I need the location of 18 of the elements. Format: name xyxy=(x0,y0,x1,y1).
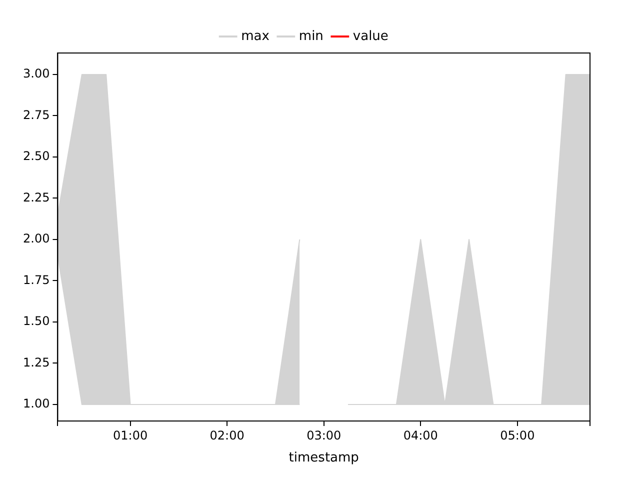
x-axis-title: timestamp xyxy=(288,450,359,466)
legend-label: max xyxy=(241,28,270,44)
y-tick-label: 2.25 xyxy=(23,190,50,204)
legend-label: value xyxy=(352,28,388,44)
y-tick-label: 3.00 xyxy=(23,66,50,81)
y-tick-label: 2.50 xyxy=(23,149,50,164)
y-tick-label: 1.00 xyxy=(23,396,50,411)
legend-label: min xyxy=(298,28,324,44)
y-tick-label: 1.75 xyxy=(23,272,50,287)
x-tick-label: 05:00 xyxy=(500,428,535,442)
y-tick-label: 2.00 xyxy=(23,232,50,246)
x-tick-label: 04:00 xyxy=(403,428,438,442)
y-tick-label: 2.75 xyxy=(23,108,50,122)
x-tick-label: 02:00 xyxy=(210,428,244,442)
y-tick-label: 1.50 xyxy=(23,314,50,328)
x-tick-label: 03:00 xyxy=(306,428,342,442)
y-tick-label: 1.25 xyxy=(23,355,50,370)
x-tick-label: 01:00 xyxy=(113,428,148,442)
